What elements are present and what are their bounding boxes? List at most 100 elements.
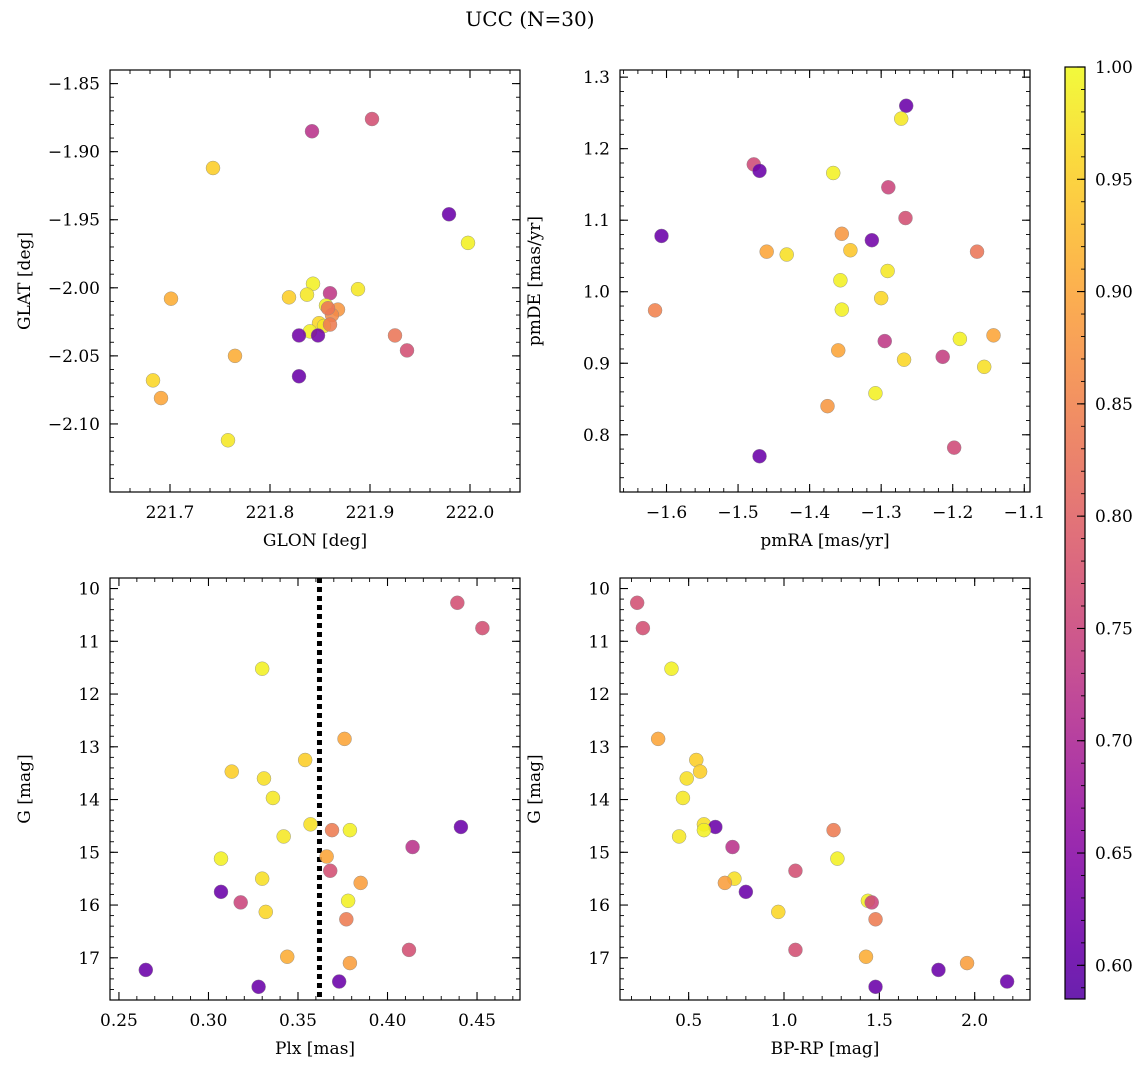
x-axis-label: BP-RP [mag] [771,1039,880,1059]
x-tick-label: −1.1 [1004,503,1045,523]
y-tick-label: −2.05 [48,347,100,367]
data-point [256,771,272,786]
panels: 221.7 221.8 221.9 222.0 −2.10 −2.05 −2.00 −1.95… [15,68,1045,1059]
y-tick-label: 14 [78,791,100,811]
data-point [138,962,154,978]
x-axis-label: pmRA [mas/yr] [760,531,889,551]
data-point [453,819,469,835]
y-axis-label: pmDE [mas/yr] [525,216,545,346]
y-tick-label: 1.1 [583,211,610,231]
data-point [820,398,835,414]
x-tick-label: 0.25 [100,1011,138,1031]
data-point [350,281,366,297]
x-tick-label: 1.5 [866,1011,893,1031]
data-point [303,817,318,832]
data-point [205,160,221,176]
data-point [752,449,767,464]
data-point [405,839,420,855]
data-point [877,333,892,349]
data-point [788,863,803,878]
y-axis-label: G [mag] [525,754,545,823]
y-tick-label: 0.9 [583,354,610,374]
data-point [280,949,295,964]
data-point [952,331,968,347]
data-point [353,875,368,891]
y-tick-label: 1.2 [583,140,610,160]
data-point [664,661,679,676]
plot-frame [619,577,1031,1001]
colorbar-gradient [1065,67,1085,999]
colorbar-tick-label: 0.80 [1095,507,1133,527]
data-point [299,287,315,302]
data-point [899,98,914,113]
y-tick-label: 15 [588,843,610,863]
y-tick-label: 14 [588,791,610,811]
data-point [675,790,691,806]
data-point [894,111,909,126]
data-point [227,348,243,364]
data-point [959,955,975,971]
y-tick-label: 13 [588,738,610,758]
data-point [969,244,985,259]
x-axis-label: Plx [mas] [275,1039,355,1059]
data-point [788,942,803,958]
data-point [475,620,490,636]
data-point [834,226,850,241]
data-point [999,974,1015,989]
colorbar-frame [1064,66,1086,1000]
data-point [145,373,161,388]
data-point [387,328,403,343]
data-point [320,301,336,316]
data-point [337,731,352,747]
y-tick-label: −2.10 [48,415,100,435]
data-point [873,290,889,306]
data-point [779,247,794,262]
data-point [276,829,291,844]
data-point [258,904,273,920]
data-point [830,851,845,866]
data-point [153,390,169,406]
x-tick-label: −1.3 [861,503,902,523]
y-tick-label: 11 [78,632,100,652]
data-point [881,180,896,195]
data-point [441,207,457,222]
plot-frame [619,69,1031,493]
data-point [323,863,338,878]
colorbar-tick-label: 0.70 [1095,732,1133,752]
x-tick-label: 0.5 [675,1011,702,1031]
data-point [163,291,179,306]
data-point [725,839,740,855]
data-point [880,263,895,279]
data-point [460,235,476,251]
x-tick-label: 221.8 [246,503,295,523]
y-tick-label: 1.0 [583,283,610,303]
data-point [896,352,912,367]
y-tick-label: 13 [78,738,100,758]
data-point [254,871,270,886]
x-tick-label: 0.30 [190,1011,228,1031]
plot-frame [109,577,521,1001]
data-point [399,343,415,358]
data-point [213,884,229,900]
colorbar-tick-label: 0.65 [1095,844,1133,864]
panel-proper-motion: −1.6 −1.5 −1.4 −1.3 −1.2 −1.1 0.8 0.9 1.0 1.1 1.2 1… [525,68,1045,551]
data-point [946,440,962,455]
data-point [771,904,786,920]
scatter-points [145,111,476,448]
panel-galactic: 221.7 221.8 221.9 222.0 −2.10 −2.05 −2.00 −1.95… [15,69,521,551]
y-tick-label: 16 [588,896,610,916]
y-tick-label: 17 [78,949,100,969]
data-point [833,273,848,288]
scatter-points [629,595,1015,995]
y-tick-label: 16 [78,896,100,916]
y-tick-label: 1.3 [583,68,610,88]
y-tick-label: 17 [588,949,610,969]
data-point [265,790,281,806]
data-point [297,752,313,768]
x-tick-label: 222.0 [446,503,495,523]
data-point [322,286,338,301]
data-point [977,359,992,375]
data-point [635,620,651,636]
data-point [759,244,774,259]
y-tick-label: 12 [588,685,610,705]
